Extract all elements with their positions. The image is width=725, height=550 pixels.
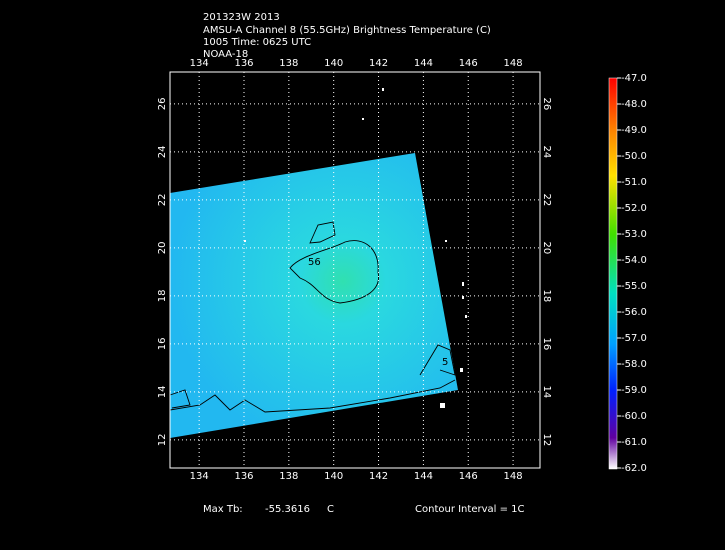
lon-label-bottom: 146: [459, 471, 478, 482]
colorbar-label: -49.0: [621, 125, 647, 136]
footer: Max Tb: -55.3616 C Contour Interval = 1C: [203, 504, 525, 515]
lon-label-top: 142: [369, 58, 388, 69]
lon-label-top: 134: [190, 58, 209, 69]
lon-label-bottom: 148: [504, 471, 523, 482]
lat-label-right: 14: [541, 386, 552, 399]
max-unit: C: [327, 504, 334, 515]
colorbar-label: -51.0: [621, 177, 647, 188]
lon-label-bottom: 142: [369, 471, 388, 482]
lon-label-bottom: 136: [234, 471, 253, 482]
lat-label-right: 24: [541, 146, 552, 159]
colorbar-label: -59.0: [621, 385, 647, 396]
lat-label-right: 16: [541, 338, 552, 351]
lat-label-left: 22: [157, 194, 168, 207]
lat-label-right: 18: [541, 290, 552, 303]
axes: 134 134 136 136 138 138 140 140 142 142 144 144 146 1…: [157, 58, 552, 482]
lat-label-left: 26: [157, 98, 168, 111]
colorbar-label: -48.0: [621, 99, 647, 110]
lon-label-bottom: 138: [279, 471, 298, 482]
contour-label: 56: [308, 257, 321, 268]
lat-label-left: 24: [157, 146, 168, 159]
colorbar-label: -52.0: [621, 203, 647, 214]
lon-label-top: 138: [279, 58, 298, 69]
colorbar-label: -55.0: [621, 281, 647, 292]
contour-label: 5: [442, 357, 448, 368]
lon-label-bottom: 140: [324, 471, 343, 482]
lat-label-right: 20: [541, 242, 552, 255]
lat-label-right: 26: [541, 98, 552, 111]
lat-label-right: 12: [541, 434, 552, 447]
lon-label-bottom: 144: [414, 471, 433, 482]
lat-label-left: 16: [157, 338, 168, 351]
colorbar: [608, 77, 618, 470]
colorbar-label: -57.0: [621, 333, 647, 344]
colorbar-label: -60.0: [621, 411, 647, 422]
colorbar-ticks: -47.0 -48.0 -49.0 -50.0 -51.0 -52.0 -53.0 -54.0…: [617, 73, 647, 474]
lon-label-bottom: 134: [190, 471, 209, 482]
lat-label-left: 12: [157, 434, 168, 447]
lon-label-top: 146: [459, 58, 478, 69]
colorbar-label: -54.0: [621, 255, 647, 266]
lat-label-left: 20: [157, 242, 168, 255]
colorbar-label: -53.0: [621, 229, 647, 240]
max-label: Max Tb:: [203, 504, 243, 515]
colorbar-label: -62.0: [621, 463, 647, 474]
map-frame: [169, 71, 541, 469]
contour-interval: Contour Interval = 1C: [415, 504, 525, 515]
colorbar-label: -56.0: [621, 307, 647, 318]
header-line: 1005 Time: 0625 UTC: [203, 37, 311, 48]
header: 201323W 2013 AMSU-A Channel 8 (55.5GHz) …: [203, 12, 491, 60]
header-line: AMSU-A Channel 8 (55.5GHz) Brightness Te…: [203, 25, 491, 36]
colorbar-label: -58.0: [621, 359, 647, 370]
lat-label-left: 14: [157, 386, 168, 399]
max-value: -55.3616: [265, 504, 310, 515]
lat-label-right: 22: [541, 194, 552, 207]
colorbar-label: -61.0: [621, 437, 647, 448]
header-line: 201323W 2013: [203, 12, 280, 23]
lon-label-top: 148: [504, 58, 523, 69]
islands: [244, 88, 467, 408]
lon-label-top: 144: [414, 58, 433, 69]
colorbar-label: -47.0: [621, 73, 647, 84]
colorbar-label: -50.0: [621, 151, 647, 162]
lon-label-top: 140: [324, 58, 343, 69]
lat-label-left: 18: [157, 290, 168, 303]
header-line: NOAA-18: [203, 49, 248, 60]
lon-label-top: 136: [234, 58, 253, 69]
